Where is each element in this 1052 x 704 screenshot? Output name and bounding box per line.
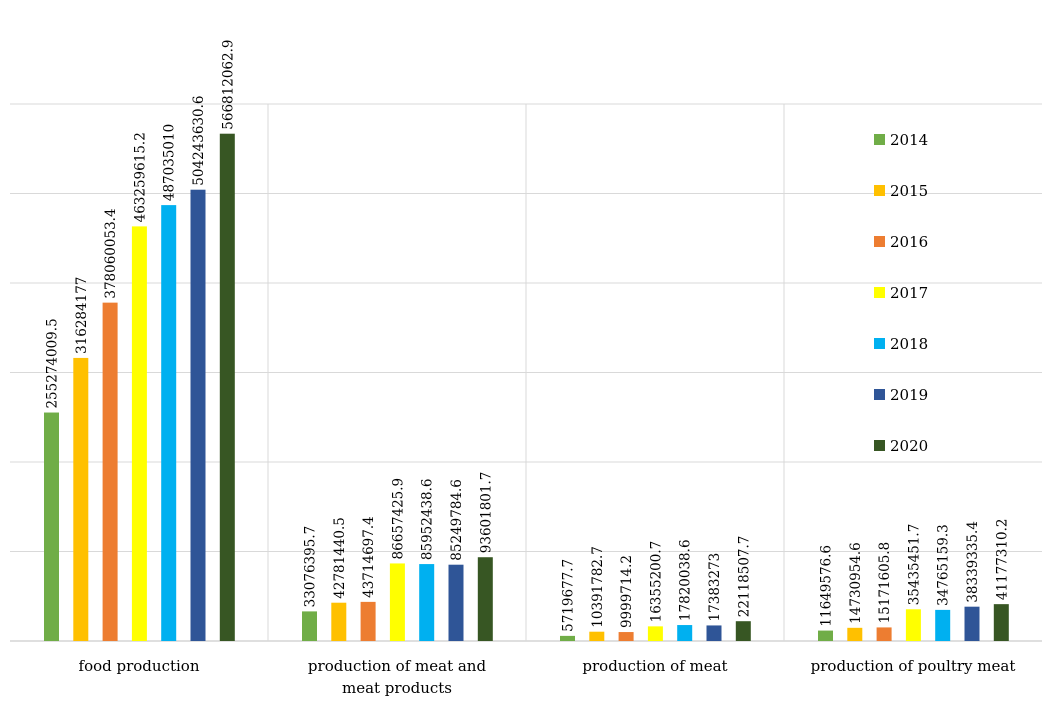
data-label: 42781440.5 <box>332 517 348 599</box>
data-label: 85952438.6 <box>420 478 436 560</box>
bar-2016 <box>618 632 634 641</box>
legend-label: 2017 <box>890 284 928 302</box>
data-label: 22118507.7 <box>736 536 752 618</box>
bar-2017 <box>647 626 663 641</box>
data-label: 316284177 <box>74 277 90 354</box>
data-labels: 255274009.5 316284177 378060053.4 463259615… <box>45 40 1011 632</box>
data-label: 504243630.6 <box>191 96 207 186</box>
bar-2019 <box>190 189 206 641</box>
bars <box>44 133 1009 642</box>
bar-2019 <box>964 606 980 641</box>
data-label: 15171605.8 <box>877 542 893 624</box>
legend-swatch-2020 <box>874 440 885 451</box>
category-label: production of meat <box>582 657 727 675</box>
data-label: 5719677.7 <box>561 559 577 632</box>
data-label: 43714697.4 <box>361 516 377 598</box>
data-label: 34765159.3 <box>936 524 952 606</box>
bar-2014 <box>560 635 575 641</box>
category-axis-labels: food production production of meat and mea… <box>79 657 1016 697</box>
data-label: 9999714.2 <box>619 555 635 628</box>
bar-2020 <box>219 133 235 642</box>
bar-2016 <box>102 302 118 641</box>
bar-2017 <box>389 563 405 641</box>
data-label: 17820038.6 <box>678 539 694 621</box>
data-label: 33076395.7 <box>303 526 319 608</box>
bar-2020 <box>993 604 1009 641</box>
data-label: 10391782.7 <box>590 546 606 628</box>
legend-label: 2018 <box>890 335 928 353</box>
bar-2015 <box>847 627 863 641</box>
bar-2016 <box>876 627 892 641</box>
gridlines <box>10 103 1042 642</box>
bar-2015 <box>73 357 89 641</box>
bar-2019 <box>448 564 464 641</box>
bar-2018 <box>677 625 693 641</box>
bar-2015 <box>589 631 605 641</box>
bar-2014 <box>818 630 833 641</box>
data-label: 86657425.9 <box>390 478 406 560</box>
data-label: 255274009.5 <box>45 318 61 408</box>
bar-2017 <box>131 226 147 642</box>
bar-2017 <box>905 609 921 641</box>
data-label: 378060053.4 <box>103 208 119 298</box>
legend-label: 2020 <box>890 437 928 455</box>
bar-2020 <box>735 621 751 641</box>
category-label: production of meat and meat products <box>308 657 487 697</box>
bar-2018 <box>935 609 951 641</box>
legend-label: 2015 <box>890 182 928 200</box>
data-label: 17383273 <box>707 553 723 622</box>
legend: 2014 2015 2016 2017 2018 2019 2020 <box>874 131 928 455</box>
data-label: 16355200.7 <box>648 541 664 623</box>
data-label: 463259615.2 <box>132 132 148 222</box>
legend-swatch-2018 <box>874 338 885 349</box>
legend-swatch-2015 <box>874 185 885 196</box>
data-label: 566812062.9 <box>220 40 236 130</box>
data-label: 93601801.7 <box>478 472 494 554</box>
data-label: 14730954.6 <box>848 542 864 624</box>
category-label: food production <box>79 657 200 675</box>
legend-label: 2019 <box>890 386 928 404</box>
bar-2018 <box>161 205 177 641</box>
bar-2014 <box>44 412 59 641</box>
legend-swatch-2014 <box>874 134 885 145</box>
bar-2018 <box>419 564 435 641</box>
legend-swatch-2016 <box>874 236 885 247</box>
bar-2020 <box>477 557 493 641</box>
legend-label: 2016 <box>890 233 928 251</box>
legend-swatch-2017 <box>874 287 885 298</box>
bar-2015 <box>331 602 347 641</box>
data-label: 35435451.7 <box>906 524 922 606</box>
data-label: 487035010 <box>162 124 178 201</box>
data-label: 41177310.2 <box>994 519 1010 601</box>
data-label: 85249784.6 <box>449 479 465 561</box>
legend-label: 2014 <box>890 131 928 149</box>
category-label: production of poultry meat <box>811 657 1016 675</box>
bar-2014 <box>302 611 317 641</box>
legend-swatch-2019 <box>874 389 885 400</box>
bar-2019 <box>706 625 722 641</box>
data-label: 11649576.6 <box>819 545 835 627</box>
bar-2016 <box>360 601 376 641</box>
data-label: 38339335.4 <box>965 521 981 603</box>
